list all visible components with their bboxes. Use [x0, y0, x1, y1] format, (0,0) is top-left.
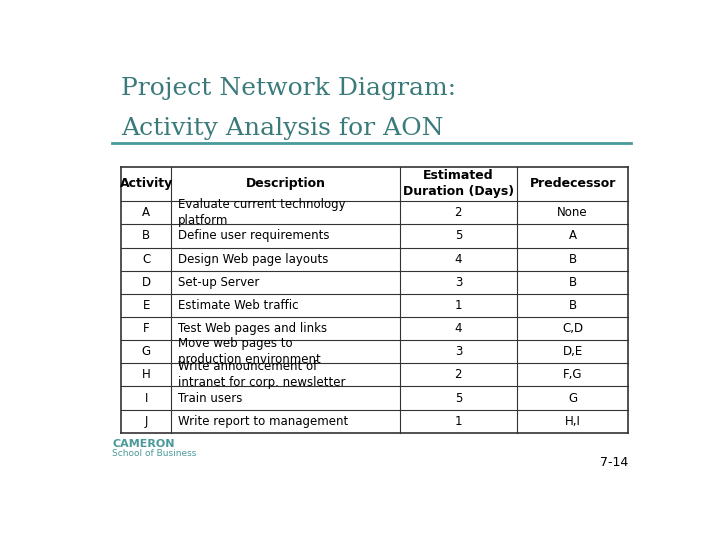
Text: Move web pages to
production environment: Move web pages to production environment — [178, 338, 321, 366]
Text: Define user requirements: Define user requirements — [178, 230, 330, 242]
Text: C: C — [142, 253, 150, 266]
Text: F: F — [143, 322, 149, 335]
Text: Estimate Web traffic: Estimate Web traffic — [178, 299, 299, 312]
Text: 3: 3 — [454, 276, 462, 289]
Text: 5: 5 — [454, 392, 462, 404]
Text: 2: 2 — [454, 206, 462, 219]
Text: G: G — [142, 345, 150, 358]
Text: 7-14: 7-14 — [600, 456, 629, 469]
Text: 2: 2 — [454, 368, 462, 381]
Text: Test Web pages and links: Test Web pages and links — [178, 322, 328, 335]
Text: A: A — [569, 230, 577, 242]
Text: H: H — [142, 368, 150, 381]
Text: 4: 4 — [454, 253, 462, 266]
Text: Activity: Activity — [120, 178, 173, 191]
Text: J: J — [145, 415, 148, 428]
Text: Estimated
Duration (Days): Estimated Duration (Days) — [402, 170, 514, 199]
Text: CAMERON: CAMERON — [112, 440, 175, 449]
Text: D: D — [142, 276, 150, 289]
Text: 5: 5 — [454, 230, 462, 242]
Text: B: B — [142, 230, 150, 242]
Text: 1: 1 — [454, 415, 462, 428]
Text: E: E — [143, 299, 150, 312]
Text: Write announcement of
intranet for corp. newsletter: Write announcement of intranet for corp.… — [178, 360, 346, 389]
Text: Description: Description — [246, 178, 325, 191]
Text: B: B — [569, 253, 577, 266]
Text: C,D: C,D — [562, 322, 583, 335]
Text: Project Network Diagram:: Project Network Diagram: — [121, 77, 456, 100]
Text: A: A — [142, 206, 150, 219]
Text: B: B — [569, 276, 577, 289]
Text: B: B — [569, 299, 577, 312]
Text: Train users: Train users — [178, 392, 243, 404]
Text: School of Business: School of Business — [112, 449, 197, 458]
Text: H,I: H,I — [564, 415, 580, 428]
Text: 3: 3 — [454, 345, 462, 358]
Text: Predecessor: Predecessor — [529, 178, 616, 191]
Text: Evaluate current technology
platform: Evaluate current technology platform — [178, 198, 346, 227]
Text: I: I — [145, 392, 148, 404]
Text: F,G: F,G — [563, 368, 582, 381]
Text: 1: 1 — [454, 299, 462, 312]
Text: G: G — [568, 392, 577, 404]
Text: None: None — [557, 206, 588, 219]
Text: Write report to management: Write report to management — [178, 415, 348, 428]
Text: Activity Analysis for AON: Activity Analysis for AON — [121, 117, 444, 140]
Text: Set-up Server: Set-up Server — [178, 276, 259, 289]
Text: D,E: D,E — [562, 345, 582, 358]
Text: 4: 4 — [454, 322, 462, 335]
Text: Design Web page layouts: Design Web page layouts — [178, 253, 328, 266]
